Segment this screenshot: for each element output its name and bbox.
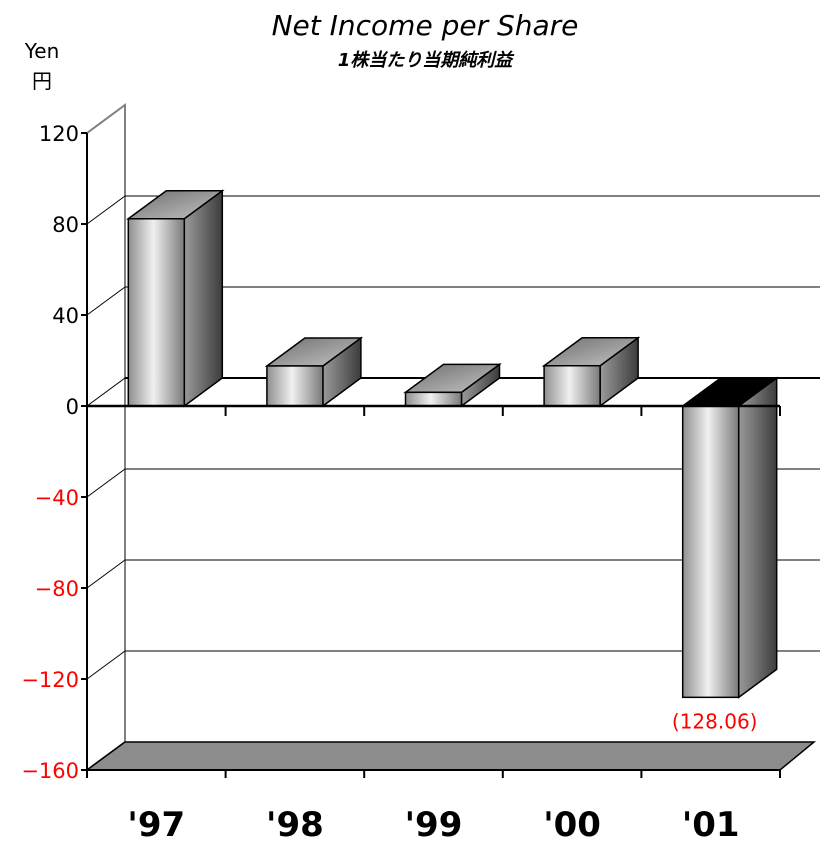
x-tick-label: '01 [682,805,740,842]
x-tick-label: '98 [266,805,324,842]
bar-0 [126,189,225,408]
y-tick-label: −160 [21,759,79,783]
bar-1 [264,336,364,408]
gridline-depth [86,377,126,407]
x-tick-label: '97 [127,805,185,842]
y-tick-label: 40 [52,304,79,328]
y-tick-label: 0 [66,395,79,419]
x-tick-label: '00 [543,805,601,842]
y-tick-label: −80 [35,577,79,601]
chart-title: Net Income per Share [272,9,579,42]
bar-side [737,376,778,699]
gridline-depth [86,286,126,316]
bar-4 [680,376,779,699]
gridline-depth [86,559,126,589]
bar-front [543,364,601,407]
unit-label-ja: 円 [32,69,52,93]
bar-front [266,365,324,407]
gridline-depth [86,195,126,225]
y-tick-label: 80 [52,213,79,237]
left-wall [86,103,126,771]
bar-2 [403,362,502,408]
y-tick-label: −40 [35,486,79,510]
unit-label-en: Yen [24,39,60,63]
floor [84,741,817,771]
chart-subtitle: 1株当たり当期純利益 [338,50,516,71]
bar-3 [541,336,641,408]
y-tick-label: −120 [21,668,79,692]
bar-side [183,189,224,408]
gridline-depth [86,468,126,498]
bar-front [404,391,463,407]
bar-front [681,405,740,699]
bar-front [127,218,186,407]
data-label: (128.06) [672,709,758,733]
y-tick-label: 120 [39,122,79,146]
x-tick-label: '99 [405,805,463,842]
gridline-depth [86,650,126,680]
